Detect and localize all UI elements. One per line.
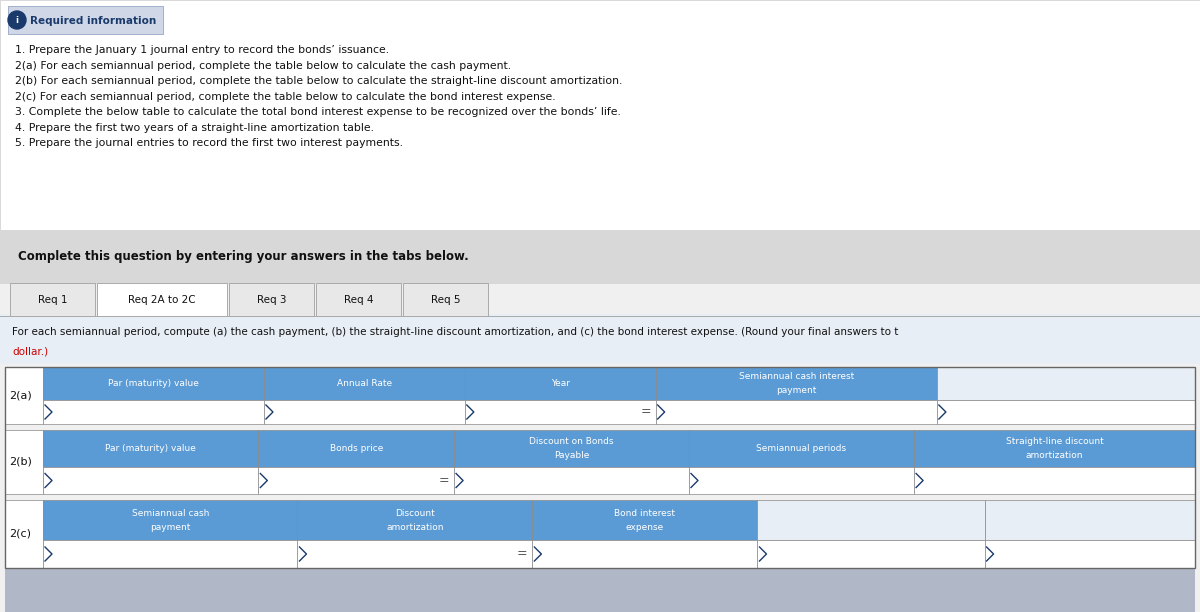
Bar [533,500,757,540]
Text: For each semiannual period, compute (a) the cash payment, (b) the straight-line : For each semiannual period, compute (a) … [12,327,899,337]
Bar [0,314,1200,364]
Bar [5,367,43,424]
Bar [8,6,163,34]
Text: Semiannual cash interest: Semiannual cash interest [739,372,854,381]
Bar [464,367,655,400]
Bar [454,430,689,467]
Text: Discount: Discount [395,509,434,518]
Bar [97,283,227,316]
Text: 4. Prepare the first two years of a straight-line amortization table.: 4. Prepare the first two years of a stra… [14,122,374,133]
Text: Required information: Required information [30,15,156,26]
Bar [10,283,95,316]
Text: 2(b) For each semiannual period, complete the table below to calculate the strai: 2(b) For each semiannual period, complet… [14,76,623,86]
Text: expense: expense [626,523,664,531]
Text: Semiannual periods: Semiannual periods [756,444,847,453]
Text: =: = [641,406,650,419]
Bar [43,400,264,424]
Bar [937,367,1195,400]
Bar [5,500,43,568]
Bar [264,400,464,424]
Text: 2(b): 2(b) [10,457,32,467]
Text: amortization: amortization [386,523,444,531]
Text: Complete this question by entering your answers in the tabs below.: Complete this question by entering your … [18,250,469,263]
Bar [403,283,488,316]
Bar [258,467,454,494]
Bar [757,500,984,540]
Text: Semiannual cash: Semiannual cash [132,509,209,518]
Bar [937,400,1195,424]
Bar [43,467,258,494]
Text: Discount on Bonds: Discount on Bonds [529,437,613,446]
Text: Req 2A to 2C: Req 2A to 2C [128,294,196,305]
Bar [43,367,264,400]
Text: Payable: Payable [554,451,589,460]
Text: =: = [439,474,449,487]
Bar [984,500,1195,540]
Text: Bonds price: Bonds price [330,444,383,453]
Text: i: i [16,16,18,25]
Text: payment: payment [150,523,191,531]
Bar [655,400,937,424]
Bar [316,283,401,316]
Bar [689,430,914,467]
Bar [655,367,937,400]
Bar [298,540,533,568]
Text: 2(c) For each semiannual period, complete the table below to calculate the bond : 2(c) For each semiannual period, complet… [14,92,556,102]
Text: Bond interest: Bond interest [614,509,676,518]
Bar [43,430,258,467]
Text: =: = [517,548,528,561]
Bar [757,540,984,568]
Bar [0,230,1200,284]
Circle shape [8,11,26,29]
Bar [914,430,1195,467]
Text: Year: Year [551,379,570,388]
Text: Req 5: Req 5 [431,294,461,305]
Text: amortization: amortization [1026,451,1084,460]
Text: Par (maturity) value: Par (maturity) value [108,379,199,388]
Text: payment: payment [776,386,816,395]
Text: Req 3: Req 3 [257,294,287,305]
Text: 3. Complete the below table to calculate the total bond interest expense to be r: 3. Complete the below table to calculate… [14,107,620,117]
Bar [5,430,43,494]
Text: Req 4: Req 4 [343,294,373,305]
Bar [689,467,914,494]
Bar [43,500,298,540]
Text: 5. Prepare the journal entries to record the first two interest payments.: 5. Prepare the journal entries to record… [14,138,403,148]
Bar [464,400,655,424]
Bar [264,367,464,400]
Bar [258,430,454,467]
Bar [5,568,1195,612]
Bar [298,500,533,540]
Text: 2(c): 2(c) [10,529,31,539]
Bar [5,367,1195,568]
Text: Straight-line discount: Straight-line discount [1006,437,1104,446]
Bar [229,283,314,316]
Text: 1. Prepare the January 1 journal entry to record the bonds’ issuance.: 1. Prepare the January 1 journal entry t… [14,45,389,55]
Bar [0,0,1200,232]
Bar [454,467,689,494]
Text: Annual Rate: Annual Rate [337,379,392,388]
Bar [533,540,757,568]
Text: 2(a) For each semiannual period, complete the table below to calculate the cash : 2(a) For each semiannual period, complet… [14,61,511,70]
Text: dollar.): dollar.) [12,347,48,357]
Text: Par (maturity) value: Par (maturity) value [106,444,196,453]
Bar [914,467,1195,494]
Bar [984,540,1195,568]
Text: Req 1: Req 1 [37,294,67,305]
Bar [43,540,298,568]
Text: 2(a): 2(a) [10,390,31,400]
